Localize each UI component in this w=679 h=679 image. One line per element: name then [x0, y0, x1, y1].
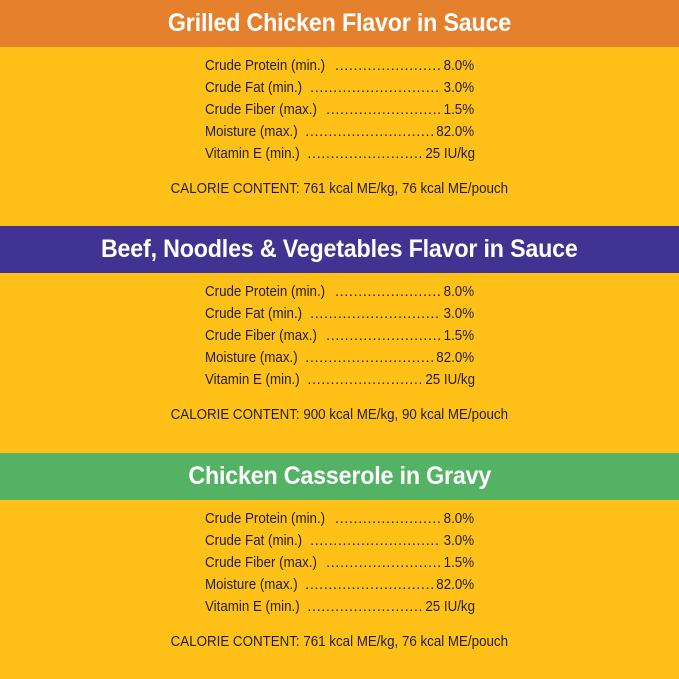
nutrient-value: 8.0%: [444, 510, 475, 527]
nutrient-value: 25 IU/kg: [424, 146, 475, 162]
dot-leader: ........................................…: [310, 80, 441, 96]
dot-leader: ........................................…: [326, 554, 442, 571]
guaranteed-analysis-list: Crude Protein (min.) ...................…: [205, 511, 475, 621]
nutrient-value: 82.0%: [436, 576, 475, 593]
dot-leader: ........................................…: [335, 510, 442, 527]
nutrient-value: 25 IU/kg: [424, 372, 475, 389]
flavor-panel-beef-noodles-vegetables: Beef, Noodles & Vegetables Flavor in Sau…: [0, 226, 679, 453]
nutrient-label: Crude Protein (min.): [204, 58, 325, 74]
nutrient-row: Crude Fiber (max.) .....................…: [205, 328, 475, 350]
dot-leader: ........................................…: [335, 58, 442, 74]
panel-body-grilled-chicken: Crude Protein (min.) ...................…: [0, 47, 679, 227]
nutrient-value: 1.5%: [444, 554, 475, 571]
panel-header-grilled-chicken: Grilled Chicken Flavor in Sauce: [0, 0, 679, 47]
panel-header-beef-noodles-vegetables: Beef, Noodles & Vegetables Flavor in Sau…: [0, 226, 679, 274]
panel-title: Beef, Noodles & Vegetables Flavor in Sau…: [101, 235, 578, 264]
nutrient-label: Vitamin E (min.): [204, 598, 300, 615]
guaranteed-analysis-list: Crude Protein (min.) ...................…: [205, 284, 475, 394]
nutrient-label: Vitamin E (min.): [204, 146, 300, 162]
nutrient-label: Crude Fiber (max.): [204, 328, 317, 345]
dot-leader: ........................................…: [335, 284, 442, 301]
nutrient-label: Crude Fat (min.): [204, 80, 302, 96]
dot-leader: ........................................…: [307, 146, 420, 162]
panel-title: Grilled Chicken Flavor in Sauce: [167, 9, 512, 37]
nutrient-value: 3.0%: [444, 80, 475, 96]
calorie-content-line: CALORIE CONTENT: 761 kcal ME/kg, 76 kcal…: [0, 634, 679, 650]
nutrient-label: Crude Fat (min.): [204, 532, 302, 549]
calorie-content-text: CALORIE CONTENT: 900 kcal ME/kg, 90 kcal…: [170, 407, 509, 424]
nutrient-label: Crude Protein (min.): [204, 510, 325, 527]
nutrient-label: Crude Fiber (max.): [204, 102, 317, 118]
nutrient-row: Crude Protein (min.) ...................…: [205, 511, 475, 533]
dot-leader: ........................................…: [307, 372, 420, 389]
nutrient-row: Crude Fiber (max.) .....................…: [205, 555, 475, 577]
nutrient-row: Crude Protein (min.) ...................…: [205, 58, 475, 80]
nutrient-label: Crude Fiber (max.): [204, 554, 317, 571]
nutrient-row: Vitamin E (min.) .......................…: [205, 372, 475, 394]
nutrient-label: Moisture (max.): [204, 576, 298, 593]
calorie-content-text: CALORIE CONTENT: 761 kcal ME/kg, 76 kcal…: [170, 633, 509, 650]
dot-leader: ........................................…: [305, 576, 433, 593]
nutrient-value: 1.5%: [444, 328, 475, 345]
nutrient-row: Vitamin E (min.) .......................…: [205, 599, 475, 621]
nutrient-row: Crude Protein (min.) ...................…: [205, 284, 475, 306]
nutrient-row: Moisture (max.) ........................…: [205, 577, 475, 599]
guaranteed-analysis-list: Crude Protein (min.) ...................…: [205, 58, 475, 168]
panel-title: Chicken Casserole in Gravy: [188, 461, 491, 490]
nutrient-label: Crude Protein (min.): [204, 284, 325, 301]
nutrient-label: Moisture (max.): [204, 124, 298, 140]
calorie-content-text: CALORIE CONTENT: 761 kcal ME/kg, 76 kcal…: [170, 181, 509, 197]
nutrient-value: 8.0%: [444, 284, 475, 301]
calorie-content-line: CALORIE CONTENT: 761 kcal ME/kg, 76 kcal…: [0, 181, 679, 197]
nutrient-value: 25 IU/kg: [424, 598, 475, 615]
nutrient-row: Crude Fat (min.) .......................…: [205, 80, 475, 102]
nutrient-row: Moisture (max.) ........................…: [205, 350, 475, 372]
nutrient-row: Vitamin E (min.) .......................…: [205, 146, 475, 168]
dot-leader: ........................................…: [310, 306, 441, 323]
dot-leader: ........................................…: [307, 598, 420, 615]
nutrient-row: Crude Fat (min.) .......................…: [205, 306, 475, 328]
calorie-content-line: CALORIE CONTENT: 900 kcal ME/kg, 90 kcal…: [0, 407, 679, 423]
nutrient-value: 82.0%: [436, 350, 475, 367]
nutrient-value: 1.5%: [444, 102, 475, 118]
nutrient-row: Crude Fiber (max.) .....................…: [205, 102, 475, 124]
nutrient-row: Moisture (max.) ........................…: [205, 124, 475, 146]
nutrient-value: 3.0%: [444, 532, 475, 549]
nutrient-value: 8.0%: [444, 58, 475, 74]
dot-leader: ........................................…: [326, 102, 442, 118]
flavor-panel-chicken-casserole: Chicken Casserole in Gravy Crude Protein…: [0, 452, 679, 679]
flavor-panel-grilled-chicken: Grilled Chicken Flavor in Sauce Crude Pr…: [0, 0, 679, 227]
dot-leader: ........................................…: [326, 328, 442, 345]
panel-header-chicken-casserole: Chicken Casserole in Gravy: [0, 452, 679, 500]
nutrient-value: 82.0%: [436, 124, 475, 140]
nutrient-value: 3.0%: [444, 306, 475, 323]
panel-body-beef-noodles-vegetables: Crude Protein (min.) ...................…: [0, 273, 679, 453]
nutrient-label: Moisture (max.): [204, 350, 298, 367]
dot-leader: ........................................…: [310, 532, 441, 549]
nutrient-label: Vitamin E (min.): [204, 372, 300, 389]
panel-body-chicken-casserole: Crude Protein (min.) ...................…: [0, 499, 679, 679]
nutrient-label: Crude Fat (min.): [204, 306, 302, 323]
dot-leader: ........................................…: [305, 350, 433, 367]
nutrient-row: Crude Fat (min.) .......................…: [205, 533, 475, 555]
dot-leader: ........................................…: [305, 124, 433, 140]
